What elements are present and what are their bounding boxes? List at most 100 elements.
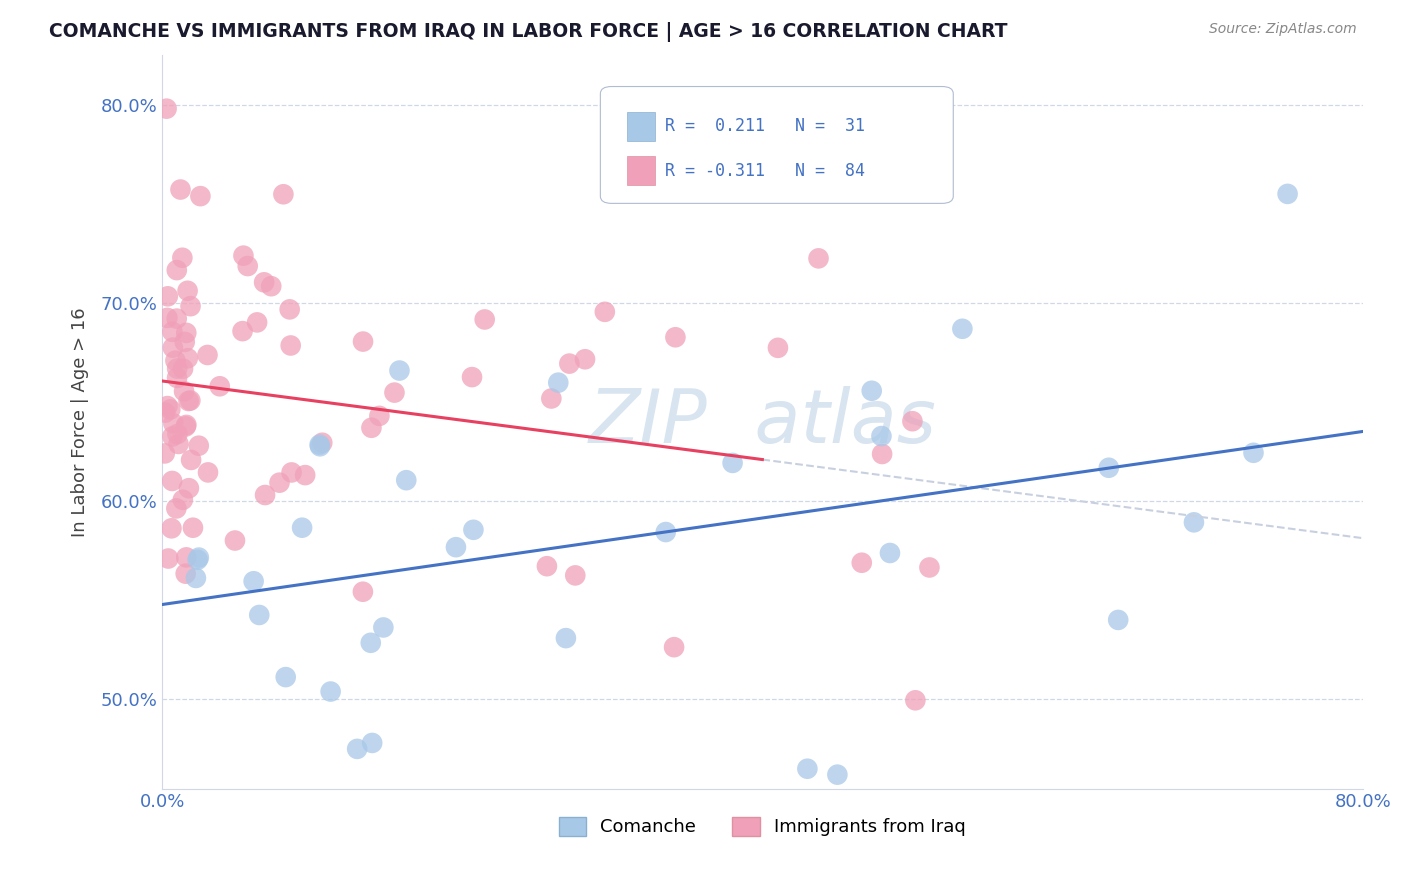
Point <box>918 560 941 574</box>
Point <box>166 361 188 376</box>
Point <box>274 670 297 684</box>
Point <box>536 559 558 574</box>
Point <box>950 322 973 336</box>
Text: COMANCHE VS IMMIGRANTS FROM IRAQ IN LABOR FORCE | AGE > 16 CORRELATION CHART: COMANCHE VS IMMIGRANTS FROM IRAQ IN LABO… <box>49 22 1008 42</box>
Point <box>155 102 177 116</box>
Point <box>187 553 209 567</box>
Point <box>860 384 883 398</box>
Point <box>1277 186 1299 201</box>
Point <box>1243 446 1265 460</box>
Point <box>166 263 188 277</box>
Point <box>346 742 368 756</box>
Point <box>879 546 901 560</box>
Point <box>236 259 259 273</box>
Point <box>278 302 301 317</box>
Point <box>190 189 212 203</box>
Point <box>384 385 406 400</box>
Point <box>156 310 179 325</box>
Point <box>721 456 744 470</box>
Point <box>176 417 198 432</box>
Point <box>156 399 179 413</box>
Point <box>273 187 295 202</box>
Point <box>197 466 219 480</box>
Point <box>827 767 849 781</box>
Point <box>172 251 194 265</box>
Point <box>444 540 467 554</box>
Point <box>176 284 198 298</box>
Point <box>395 473 418 487</box>
Text: ZIP  atlas: ZIP atlas <box>589 386 936 458</box>
Point <box>294 468 316 483</box>
Point <box>187 439 209 453</box>
Point <box>166 311 188 326</box>
Point <box>173 334 195 349</box>
Point <box>564 568 586 582</box>
Point <box>165 501 187 516</box>
Point <box>174 419 197 434</box>
Point <box>187 550 209 565</box>
Point <box>280 338 302 352</box>
Point <box>368 409 391 423</box>
Point <box>247 607 270 622</box>
Legend: Comanche, Immigrants from Iraq: Comanche, Immigrants from Iraq <box>550 808 974 846</box>
Point <box>540 392 562 406</box>
Point <box>184 571 207 585</box>
Point <box>280 466 302 480</box>
Point <box>172 361 194 376</box>
Point <box>232 324 254 338</box>
Point <box>173 384 195 399</box>
Point <box>388 363 411 377</box>
Point <box>360 421 382 435</box>
Point <box>159 402 181 417</box>
Text: Source: ZipAtlas.com: Source: ZipAtlas.com <box>1209 22 1357 37</box>
Point <box>208 379 231 393</box>
Point <box>1107 613 1129 627</box>
Point <box>260 279 283 293</box>
Point <box>796 762 818 776</box>
Point <box>177 481 200 495</box>
Point <box>180 299 202 313</box>
Point <box>166 427 188 442</box>
Point <box>870 447 893 461</box>
Point <box>373 620 395 634</box>
Point <box>153 446 176 460</box>
Point <box>162 417 184 431</box>
Point <box>176 326 198 340</box>
Point <box>309 439 332 453</box>
Point <box>162 341 184 355</box>
Point <box>463 523 485 537</box>
Point <box>224 533 246 548</box>
Point <box>291 521 314 535</box>
Y-axis label: In Labor Force | Age > 16: In Labor Force | Age > 16 <box>72 307 89 537</box>
Point <box>197 348 219 362</box>
Point <box>153 406 176 420</box>
Point <box>156 289 179 303</box>
Point <box>870 429 893 443</box>
Point <box>162 325 184 339</box>
Point <box>901 414 924 428</box>
Text: R =  0.211   N =  31: R = 0.211 N = 31 <box>665 118 865 136</box>
Point <box>664 330 686 344</box>
Point <box>360 636 382 650</box>
Point <box>177 351 200 366</box>
Point <box>1098 460 1121 475</box>
Point <box>474 312 496 326</box>
Point <box>165 353 187 368</box>
Point <box>157 551 180 566</box>
Point <box>361 736 384 750</box>
Point <box>242 574 264 589</box>
Point <box>311 435 333 450</box>
Point <box>181 521 204 535</box>
Point <box>558 357 581 371</box>
Point <box>269 475 291 490</box>
Point <box>554 631 576 645</box>
Point <box>319 684 342 698</box>
Point <box>176 550 198 565</box>
Point <box>180 453 202 467</box>
Point <box>352 334 374 349</box>
Point <box>169 182 191 196</box>
Point <box>807 252 830 266</box>
Point <box>461 370 484 384</box>
Point <box>352 584 374 599</box>
Point <box>174 566 197 581</box>
